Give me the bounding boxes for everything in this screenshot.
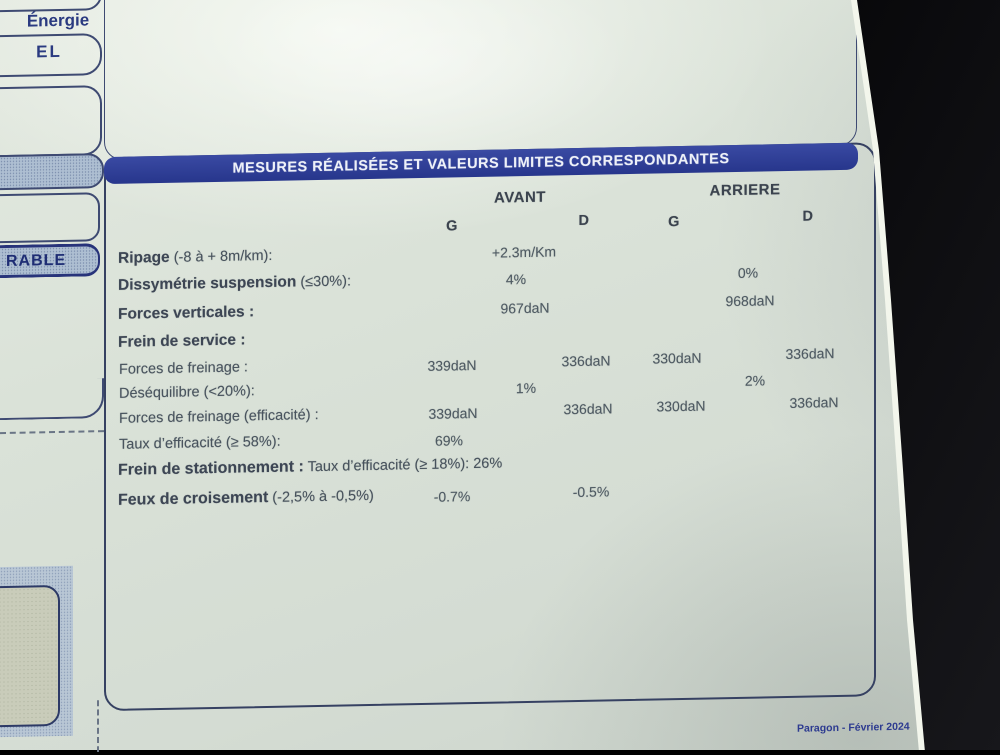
col-arriere-d: D: [803, 208, 814, 224]
dashed-line-horizontal: [0, 430, 104, 434]
measures-panel: [104, 142, 876, 711]
desequilibre-avant: 1%: [516, 380, 536, 396]
row-ripage-label: Ripage (-8 à + 8m/km):: [118, 247, 272, 268]
dashed-line-vertical: [97, 700, 99, 752]
desequilibre-arriere: 2%: [745, 372, 765, 388]
col-avant-g: G: [446, 218, 458, 234]
feux-avant-d: -0.5%: [573, 483, 610, 500]
rable-label: RABLE: [0, 251, 66, 271]
printer-credit: Paragon - Février 2024: [797, 721, 910, 735]
freinage-arriere-g: 330daN: [652, 350, 701, 367]
col-group-arriere: ARRIERE: [709, 181, 780, 199]
freinage-arriere-d: 336daN: [785, 345, 834, 362]
forces-verticales-avant: 967daN: [500, 300, 549, 317]
stamp-window: [0, 585, 60, 728]
row-taux-efficacite-label: Taux d’efficacité (≥ 58%):: [119, 434, 281, 453]
sidebar-empty-box: [0, 85, 102, 158]
dissymetrie-arriere: 0%: [738, 265, 758, 281]
row-forces-verticales-label: Forces verticales :: [118, 303, 254, 324]
rable-band: RABLE: [0, 243, 100, 279]
sidebar-empty-box-2: [0, 192, 100, 244]
freinage-eff-avant-d: 336daN: [563, 400, 612, 417]
freinage-eff-avant-g: 339daN: [428, 405, 477, 422]
frein-stationnement-value: 26%: [473, 455, 502, 472]
freinage-eff-arriere-g: 330daN: [656, 398, 705, 415]
top-section-box: [104, 0, 857, 160]
col-arriere-g: G: [668, 214, 680, 230]
energie-value: EL: [0, 41, 98, 63]
freinage-avant-g: 339daN: [427, 357, 476, 374]
measures-title: MESURES RÉALISÉES ET VALEURS LIMITES COR…: [232, 151, 729, 177]
row-forces-freinage-label: Forces de freinage :: [119, 359, 248, 377]
sidebar-section-line: [0, 378, 104, 421]
taux-efficacite-value: 69%: [435, 432, 463, 449]
col-avant-d: D: [579, 213, 590, 229]
energie-label: Énergie: [10, 10, 106, 32]
freinage-eff-arriere-d: 336daN: [789, 394, 838, 411]
dissymetrie-avant: 4%: [506, 271, 526, 287]
forces-verticales-arriere: 968daN: [725, 292, 774, 309]
feux-avant-g: -0.7%: [434, 488, 471, 505]
ripage-value: +2.3m/Km: [492, 243, 556, 260]
sidebar-tab: [0, 153, 104, 191]
col-group-avant: AVANT: [494, 189, 546, 207]
freinage-avant-d: 336daN: [561, 352, 610, 369]
row-desequilibre-label: Déséquilibre (<20%):: [119, 383, 255, 402]
row-frein-service-label: Frein de service :: [118, 331, 246, 351]
